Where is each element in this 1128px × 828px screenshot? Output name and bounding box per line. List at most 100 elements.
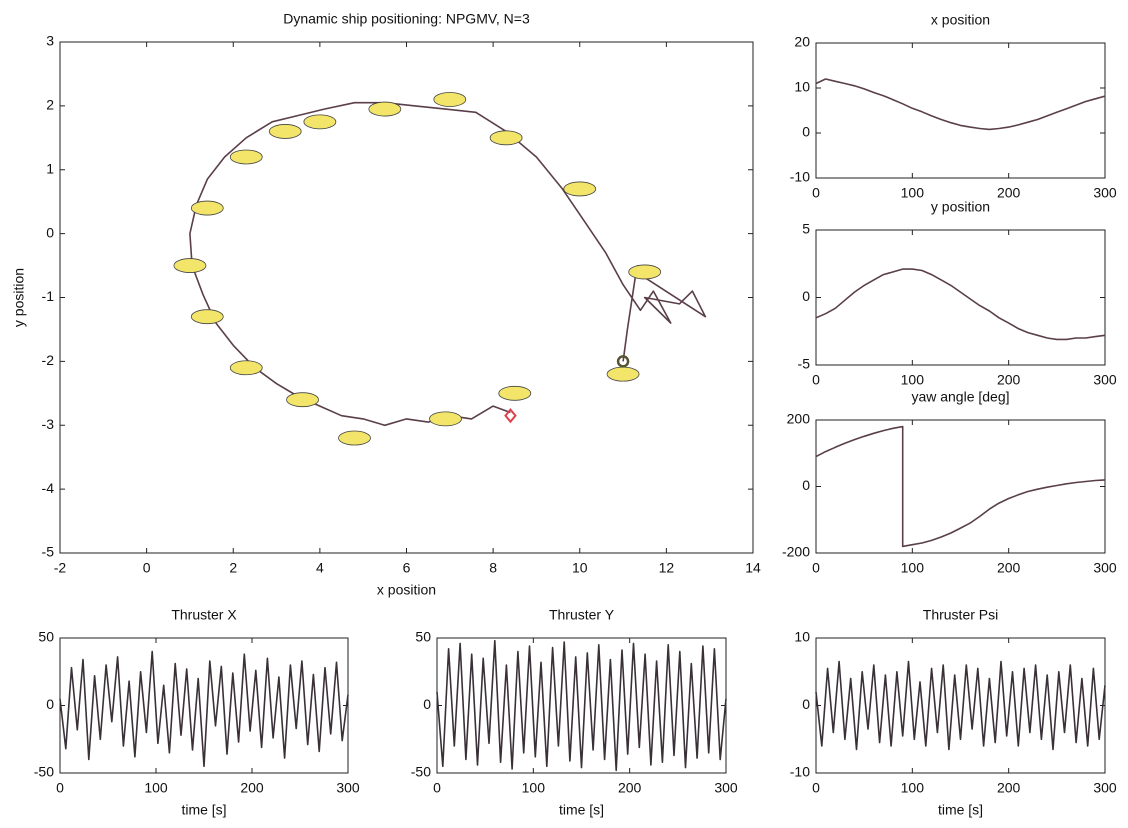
x-tick-label: 0 [812, 185, 820, 201]
x-tick-label: 0 [143, 560, 151, 576]
x-axis-label: time [s] [181, 802, 226, 818]
x-axis-label: x position [377, 582, 436, 598]
y-tick-label: -200 [782, 544, 810, 560]
ship [433, 92, 467, 107]
x-tick-label: 100 [901, 372, 925, 388]
y-tick-label: -5 [798, 356, 811, 372]
data-line [815, 660, 1106, 751]
x-tick-label: 100 [901, 780, 925, 796]
ship [268, 124, 302, 139]
plot-frame [815, 419, 1106, 554]
y-tick-label: 0 [802, 477, 810, 493]
data-line [189, 101, 707, 427]
y-tick-label: -2 [42, 352, 55, 368]
chart-title: x position [931, 12, 990, 28]
y-tick-label: 10 [794, 79, 810, 95]
x-tick-label: 100 [901, 560, 925, 576]
y-tick-label: 3 [46, 33, 54, 49]
plot-frame [815, 42, 1106, 179]
x-tick-label: 6 [403, 560, 411, 576]
y-tick-label: 0 [802, 124, 810, 140]
y-tick-label: 0 [802, 696, 810, 712]
start-marker [504, 408, 517, 424]
chart-title: Dynamic ship positioning: NPGMV, N=3 [283, 11, 530, 27]
x-tick-label: 4 [316, 560, 324, 576]
ship [190, 309, 224, 325]
y-tick-label: -10 [790, 169, 810, 185]
ship [429, 411, 462, 427]
x-axis-label: time [s] [559, 802, 604, 818]
target-marker [616, 355, 630, 368]
data-line [815, 78, 1106, 131]
x-tick-label: 200 [997, 372, 1021, 388]
x-tick-label: 0 [812, 372, 820, 388]
plot-frame [815, 229, 1106, 366]
x-tick-label: 0 [56, 780, 64, 796]
y-tick-label: -50 [34, 764, 54, 780]
chart-title: y position [931, 199, 990, 215]
data-line [436, 639, 727, 772]
y-tick-label: 0 [46, 224, 54, 240]
x-tick-label: 300 [1093, 560, 1117, 576]
x-axis-label: time [s] [938, 802, 983, 818]
x-tick-label: 300 [1093, 372, 1117, 388]
y-tick-label: -4 [42, 480, 55, 496]
y-tick-label: 0 [46, 696, 54, 712]
ship [303, 114, 337, 130]
y-tick-label: 20 [794, 34, 810, 50]
chart-title: Thruster Y [549, 607, 615, 623]
x-tick-label: 200 [240, 780, 264, 796]
ship [229, 149, 263, 165]
x-tick-label: 200 [618, 780, 642, 796]
chart-title: Thruster X [171, 607, 237, 623]
y-tick-label: -5 [42, 544, 55, 560]
x-tick-label: 200 [997, 560, 1021, 576]
x-tick-label: 0 [812, 560, 820, 576]
data-line [59, 650, 349, 768]
x-tick-label: 300 [336, 780, 360, 796]
ship [606, 366, 640, 382]
x-tick-label: 14 [745, 560, 761, 576]
ship [368, 101, 402, 117]
x-tick-label: 12 [659, 560, 675, 576]
ship [173, 258, 207, 273]
x-tick-label: 200 [997, 185, 1021, 201]
ship [338, 430, 371, 446]
x-tick-label: 200 [997, 780, 1021, 796]
y-tick-label: -3 [42, 416, 55, 432]
y-tick-label: 0 [423, 696, 431, 712]
y-tick-label: 10 [794, 629, 810, 645]
x-tick-label: 8 [489, 560, 497, 576]
ship [563, 181, 597, 197]
y-tick-label: 200 [787, 411, 811, 427]
x-tick-label: 10 [572, 560, 588, 576]
x-tick-label: 100 [144, 780, 168, 796]
x-tick-label: 0 [812, 780, 820, 796]
x-tick-label: 0 [433, 780, 441, 796]
y-axis-label: y position [11, 268, 27, 327]
data-line [815, 425, 1106, 548]
y-tick-label: 5 [802, 221, 810, 237]
y-tick-label: 0 [802, 288, 810, 304]
x-tick-label: 100 [522, 780, 546, 796]
y-tick-label: 50 [38, 629, 54, 645]
ship [286, 392, 319, 408]
x-tick-label: -2 [54, 560, 67, 576]
ship [489, 130, 523, 146]
x-tick-label: 100 [901, 185, 925, 201]
x-tick-label: 2 [229, 560, 237, 576]
y-tick-label: -1 [42, 288, 55, 304]
ship [498, 385, 532, 401]
y-tick-label: 2 [46, 97, 54, 113]
x-tick-label: 300 [1093, 780, 1117, 796]
x-tick-label: 300 [1093, 185, 1117, 201]
y-tick-label: 1 [46, 160, 54, 176]
ship [190, 200, 224, 216]
y-tick-label: 50 [415, 629, 431, 645]
y-tick-label: -10 [790, 764, 810, 780]
ship [229, 360, 263, 376]
chart-title: yaw angle [deg] [911, 389, 1009, 405]
y-tick-label: -50 [411, 764, 431, 780]
